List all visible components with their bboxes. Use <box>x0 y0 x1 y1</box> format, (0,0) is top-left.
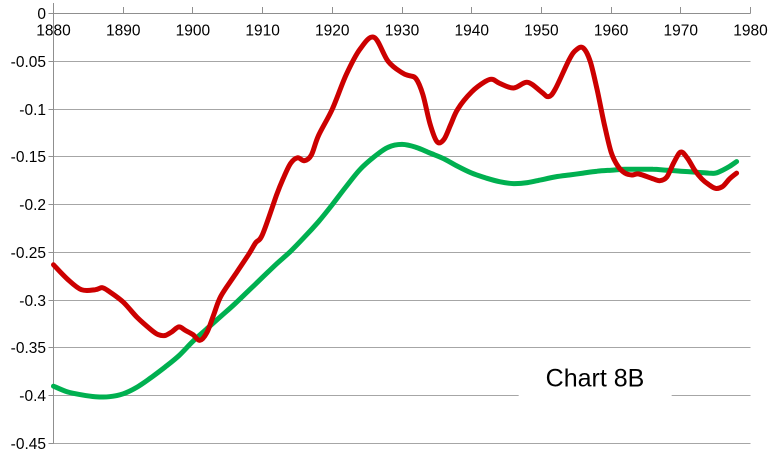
x-tick-label: 1880 <box>36 23 71 40</box>
y-tick-label: -0.4 <box>19 388 46 405</box>
y-tick-label: -0.2 <box>19 197 46 214</box>
y-tick-label: -0.45 <box>11 436 46 453</box>
y-tick-label: -0.25 <box>11 245 46 262</box>
x-tick-label: 1890 <box>106 23 141 40</box>
y-tick-label: -0.15 <box>11 149 46 166</box>
x-tick-label: 1900 <box>176 23 211 40</box>
x-tick-label: 1910 <box>245 23 280 40</box>
y-tick-label: -0.35 <box>11 340 46 357</box>
y-tick-label: 0 <box>37 6 46 23</box>
x-tick-label: 1980 <box>733 23 768 40</box>
x-tick-label: 1960 <box>594 23 629 40</box>
x-tick-label: 1970 <box>664 23 699 40</box>
y-tick-label: -0.1 <box>19 102 46 119</box>
x-tick-label: 1920 <box>315 23 350 40</box>
y-tick-label: -0.05 <box>11 54 46 71</box>
chart-title-label: Chart 8B <box>518 352 672 406</box>
x-tick-label: 1930 <box>385 23 420 40</box>
x-tick-label: 1940 <box>454 23 489 40</box>
green-series-line <box>51 141 740 400</box>
x-tick-label: 1950 <box>524 23 559 40</box>
y-tick-label: -0.3 <box>19 293 46 310</box>
red-series-line <box>51 34 740 343</box>
